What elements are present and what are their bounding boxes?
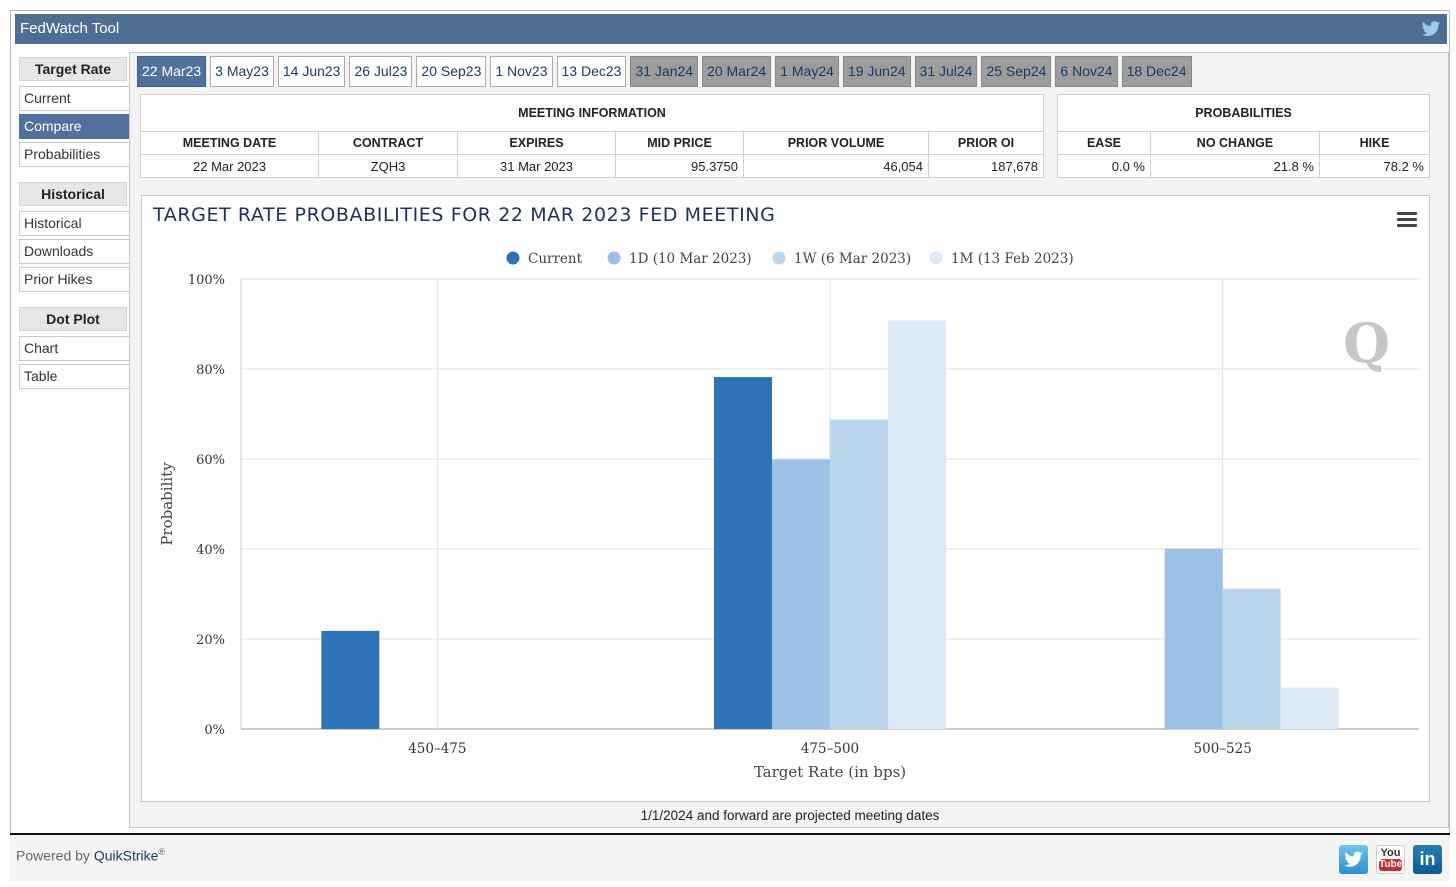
y-tick-label: 20% <box>196 633 225 648</box>
bar-current <box>714 377 772 729</box>
col-header: PRIOR OI <box>928 131 1044 155</box>
tab-meeting[interactable]: 31 Jul24 <box>914 56 978 87</box>
x-tick-label: 475–500 <box>801 741 859 757</box>
prior-volume-value: 46,054 <box>743 154 929 178</box>
prior-oi-value: 187,678 <box>928 154 1044 178</box>
legend-item: 1M (13 Feb 2023) <box>951 251 1074 267</box>
sidebar-header: Target Rate <box>19 57 127 81</box>
projected-dates-note: 1/1/2024 and forward are projected meeti… <box>640 808 940 823</box>
powered-prefix: Powered by <box>16 847 90 864</box>
chart-title: TARGET RATE PROBABILITIES FOR 22 MAR 202… <box>153 204 776 226</box>
hike-value: 78.2 % <box>1319 154 1430 178</box>
ease-value: 0.0 % <box>1057 154 1151 178</box>
sidebar-item-chart[interactable]: Chart <box>19 336 131 361</box>
chart-menu-icon[interactable] <box>1397 212 1417 228</box>
bar-1d <box>772 459 830 729</box>
bar-1m <box>888 320 946 729</box>
bar-1w <box>830 419 888 729</box>
twitter-icon[interactable] <box>1339 845 1368 874</box>
registered-mark: ® <box>158 847 166 857</box>
meeting-tabs: 22 Mar23 3 May23 14 Jun23 26 Jul23 20 Sep23 1… <box>137 56 1196 87</box>
quikstrike-link[interactable]: QuikStrike <box>93 847 159 864</box>
sidebar-item-current[interactable]: Current <box>19 86 131 111</box>
linkedin-icon[interactable]: in <box>1413 845 1442 874</box>
y-tick-label: 100% <box>188 273 225 288</box>
title-bar: FedWatch Tool <box>15 14 1447 44</box>
bar-1m <box>1280 687 1339 729</box>
sidebar-header: Historical <box>19 182 127 206</box>
legend-item: 1D (10 Mar 2023) <box>629 251 752 267</box>
bar-1w <box>1222 588 1281 729</box>
chart-container: TARGET RATE PROBABILITIES FOR 22 MAR 202… <box>141 195 1430 802</box>
y-tick-label: 80% <box>196 363 225 378</box>
powered-by: Powered by QuikStrike® <box>16 847 165 864</box>
bottom-bar: Powered by QuikStrike® You Tube in <box>10 833 1450 881</box>
tab-meeting[interactable]: 1 May24 <box>775 56 839 87</box>
sidebar-header: Dot Plot <box>19 307 127 331</box>
expires-value: 31 Mar 2023 <box>457 154 616 178</box>
meeting-info-caption: MEETING INFORMATION <box>140 94 1044 132</box>
no-change-value: 21.8 % <box>1150 154 1320 178</box>
legend-marker <box>929 251 943 265</box>
sidebar-item-compare[interactable]: Compare <box>19 114 131 139</box>
tab-meeting[interactable]: 31 Jan24 <box>630 56 699 87</box>
tab-meeting[interactable]: 13 Dec23 <box>556 56 627 87</box>
youtube-icon[interactable]: You Tube <box>1376 845 1405 874</box>
legend-marker <box>506 251 520 265</box>
col-header: MEETING DATE <box>140 131 319 155</box>
mid-price-value: 95.3750 <box>615 154 744 178</box>
tab-meeting[interactable]: 20 Mar24 <box>702 56 772 87</box>
col-header: MID PRICE <box>615 131 744 155</box>
col-header: PRIOR VOLUME <box>743 131 929 155</box>
meeting-info-table: MEETING INFORMATION MEETING DATE CONTRAC… <box>140 94 1044 178</box>
y-tick-label: 60% <box>196 453 225 468</box>
probabilities-caption: PROBABILITIES <box>1057 94 1430 132</box>
bar-1d <box>1164 548 1223 729</box>
legend-item: Current <box>528 251 583 267</box>
tab-meeting[interactable]: 19 Jun24 <box>842 56 911 87</box>
y-tick-label: 40% <box>196 543 225 558</box>
tab-meeting[interactable]: 26 Jul23 <box>349 56 413 87</box>
x-tick-label: 500–525 <box>1194 741 1252 757</box>
probabilities-table: PROBABILITIES EASE NO CHANGE HIKE 0.0 % … <box>1057 94 1430 178</box>
sidebar-item-downloads[interactable]: Downloads <box>19 239 131 264</box>
bar-current <box>321 630 380 729</box>
tab-meeting[interactable]: 25 Sep24 <box>981 56 1052 87</box>
legend-marker <box>772 251 786 265</box>
watermark-logo: Q <box>1343 311 1390 375</box>
x-tick-label: 450–475 <box>408 741 466 757</box>
fedwatch-window: FedWatch Tool Target Rate Current Compare P… <box>10 10 1450 838</box>
tab-meeting[interactable]: 22 Mar23 <box>137 56 207 87</box>
col-header: EXPIRES <box>457 131 616 155</box>
y-axis-title: Probability <box>158 462 176 546</box>
app-title: FedWatch Tool <box>20 20 120 37</box>
bar-chart: 0% 20% 40% 60% 80% 100% 450–475 475–500 500–525 T… <box>158 251 1419 781</box>
tab-meeting[interactable]: 6 Nov24 <box>1055 56 1118 87</box>
col-header: CONTRACT <box>318 131 458 155</box>
twitter-icon[interactable] <box>1421 19 1441 39</box>
x-axis-title: Target Rate (in bps) <box>754 763 906 781</box>
tab-meeting[interactable]: 14 Jun23 <box>277 56 346 87</box>
legend-marker <box>607 251 621 265</box>
col-header: HIKE <box>1319 131 1430 155</box>
sidebar-item-prior-hikes[interactable]: Prior Hikes <box>19 267 131 292</box>
tab-meeting[interactable]: 18 Dec24 <box>1121 56 1192 87</box>
meeting-date-value: 22 Mar 2023 <box>140 154 319 178</box>
sidebar-item-probabilities[interactable]: Probabilities <box>19 142 131 167</box>
sidebar: Target Rate Current Compare Probabilities Hi… <box>17 57 131 392</box>
contract-value: ZQH3 <box>318 154 458 178</box>
legend-item: 1W (6 Mar 2023) <box>794 251 911 267</box>
main-panel: 22 Mar23 3 May23 14 Jun23 26 Jul23 20 Sep23 1… <box>129 52 1449 828</box>
tab-meeting[interactable]: 20 Sep23 <box>416 56 487 87</box>
col-header: EASE <box>1057 131 1151 155</box>
tab-meeting[interactable]: 3 May23 <box>210 56 274 87</box>
sidebar-item-historical[interactable]: Historical <box>19 211 131 236</box>
y-tick-label: 0% <box>204 723 225 738</box>
col-header: NO CHANGE <box>1150 131 1320 155</box>
tab-meeting[interactable]: 1 Nov23 <box>490 56 553 87</box>
sidebar-item-table[interactable]: Table <box>19 364 131 389</box>
